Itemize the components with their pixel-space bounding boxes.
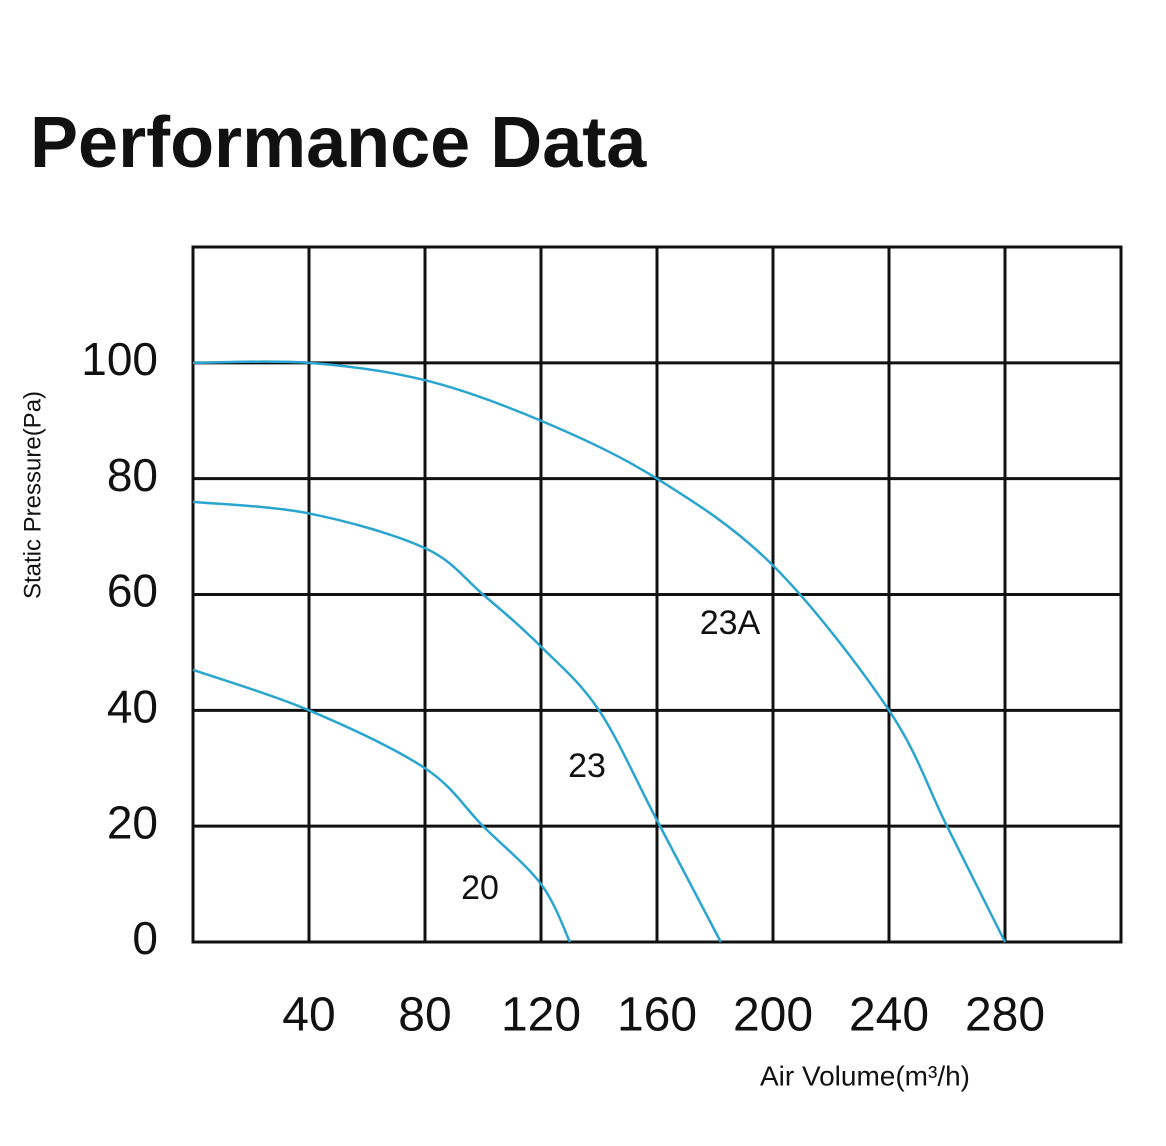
x-axis-label: Air Volume(m³/h) bbox=[760, 1060, 970, 1091]
y-tick-label: 80 bbox=[107, 449, 158, 501]
chart-title: Performance Data bbox=[30, 103, 647, 183]
x-tick-label: 240 bbox=[849, 989, 929, 1042]
x-tick-label: 160 bbox=[617, 989, 697, 1042]
curve bbox=[192, 360, 1007, 943]
y-tick-label: 20 bbox=[107, 796, 158, 848]
series-label: 20 bbox=[461, 869, 499, 907]
x-tick-label: 80 bbox=[398, 989, 451, 1042]
x-tick-label: 40 bbox=[282, 989, 335, 1042]
x-tick-label: 120 bbox=[501, 989, 581, 1042]
series-label: 23 bbox=[568, 747, 606, 785]
y-tick-label: 0 bbox=[132, 912, 158, 964]
y-tick-label: 100 bbox=[81, 333, 158, 385]
series-label: 23A bbox=[700, 604, 761, 642]
y-tick-label: 40 bbox=[107, 680, 158, 732]
curve bbox=[192, 668, 572, 943]
y-tick-label: 60 bbox=[107, 565, 158, 617]
curve bbox=[192, 500, 722, 943]
x-tick-label: 280 bbox=[965, 989, 1045, 1042]
x-tick-label: 200 bbox=[733, 989, 813, 1042]
y-axis-label: Static Pressure(Pa) bbox=[19, 391, 46, 599]
